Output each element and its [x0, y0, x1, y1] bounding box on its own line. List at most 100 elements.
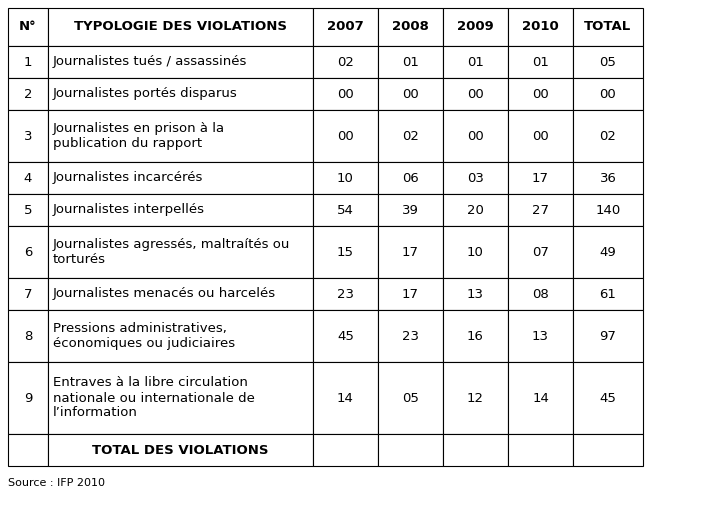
Text: 07: 07 — [532, 246, 549, 259]
Text: 05: 05 — [402, 391, 419, 404]
Bar — [378, 78, 443, 110]
Bar — [313, 78, 378, 110]
Text: 01: 01 — [402, 56, 419, 68]
Bar — [8, 194, 48, 226]
Text: 23: 23 — [402, 330, 419, 342]
Bar — [443, 194, 508, 226]
Text: 6: 6 — [24, 246, 32, 259]
Text: 2: 2 — [24, 88, 32, 100]
Bar — [8, 8, 48, 46]
Bar — [443, 110, 508, 162]
Text: 49: 49 — [600, 246, 616, 259]
Bar — [443, 46, 508, 78]
Text: 7: 7 — [24, 287, 32, 300]
Text: 39: 39 — [402, 203, 419, 216]
Text: 140: 140 — [596, 203, 621, 216]
Text: 45: 45 — [337, 330, 354, 342]
Text: 00: 00 — [467, 88, 484, 100]
Bar — [378, 278, 443, 310]
Bar — [313, 226, 378, 278]
Bar — [508, 8, 573, 46]
Bar — [8, 362, 48, 434]
Text: Entraves à la libre circulation
nationale ou internationale de
l’information: Entraves à la libre circulation national… — [53, 376, 255, 420]
Bar — [508, 226, 573, 278]
Bar — [378, 194, 443, 226]
Bar — [378, 46, 443, 78]
Text: Journalistes portés disparus: Journalistes portés disparus — [53, 88, 238, 100]
Bar — [313, 434, 378, 466]
Text: 01: 01 — [467, 56, 484, 68]
Bar — [8, 226, 48, 278]
Bar — [443, 434, 508, 466]
Text: 13: 13 — [532, 330, 549, 342]
Text: 45: 45 — [600, 391, 616, 404]
Text: 16: 16 — [467, 330, 484, 342]
Bar — [378, 110, 443, 162]
Text: 00: 00 — [600, 88, 616, 100]
Text: 14: 14 — [337, 391, 354, 404]
Text: 13: 13 — [467, 287, 484, 300]
Text: Journalistes menacés ou harcelés: Journalistes menacés ou harcelés — [53, 287, 276, 300]
Bar — [508, 278, 573, 310]
Text: 14: 14 — [532, 391, 549, 404]
Text: 10: 10 — [337, 171, 354, 184]
Text: 20: 20 — [467, 203, 484, 216]
Text: 1: 1 — [24, 56, 32, 68]
Bar — [8, 110, 48, 162]
Bar — [573, 78, 643, 110]
Bar — [378, 434, 443, 466]
Bar — [508, 78, 573, 110]
Text: 9: 9 — [24, 391, 32, 404]
Bar — [48, 278, 313, 310]
Text: Pressions administratives,
économiques ou judiciaires: Pressions administratives, économiques o… — [53, 322, 235, 350]
Bar — [573, 226, 643, 278]
Text: 00: 00 — [467, 129, 484, 143]
Bar — [573, 8, 643, 46]
Text: 2008: 2008 — [392, 21, 429, 33]
Bar — [508, 46, 573, 78]
Bar — [378, 362, 443, 434]
Text: 00: 00 — [337, 129, 354, 143]
Bar — [48, 162, 313, 194]
Text: 03: 03 — [467, 171, 484, 184]
Text: TOTAL DES VIOLATIONS: TOTAL DES VIOLATIONS — [92, 443, 269, 456]
Bar — [508, 310, 573, 362]
Text: 00: 00 — [337, 88, 354, 100]
Bar — [48, 194, 313, 226]
Bar — [48, 310, 313, 362]
Bar — [313, 310, 378, 362]
Bar — [48, 78, 313, 110]
Bar — [443, 362, 508, 434]
Text: 2007: 2007 — [327, 21, 364, 33]
Bar — [378, 8, 443, 46]
Bar — [573, 162, 643, 194]
Bar — [443, 8, 508, 46]
Bar — [8, 162, 48, 194]
Text: Journalistes en prison à la
publication du rapport: Journalistes en prison à la publication … — [53, 122, 225, 150]
Text: 00: 00 — [402, 88, 419, 100]
Bar — [378, 226, 443, 278]
Text: 54: 54 — [337, 203, 354, 216]
Bar — [48, 434, 313, 466]
Bar — [443, 162, 508, 194]
Bar — [313, 110, 378, 162]
Text: 97: 97 — [600, 330, 616, 342]
Text: N°: N° — [19, 21, 36, 33]
Text: 27: 27 — [532, 203, 549, 216]
Text: 02: 02 — [337, 56, 354, 68]
Text: 17: 17 — [532, 171, 549, 184]
Bar — [573, 362, 643, 434]
Text: 3: 3 — [24, 129, 32, 143]
Bar — [508, 162, 573, 194]
Text: 8: 8 — [24, 330, 32, 342]
Bar — [573, 46, 643, 78]
Bar — [313, 46, 378, 78]
Bar — [8, 78, 48, 110]
Bar — [313, 8, 378, 46]
Bar — [443, 78, 508, 110]
Bar — [573, 310, 643, 362]
Text: 4: 4 — [24, 171, 32, 184]
Bar — [8, 46, 48, 78]
Bar — [378, 162, 443, 194]
Bar — [48, 362, 313, 434]
